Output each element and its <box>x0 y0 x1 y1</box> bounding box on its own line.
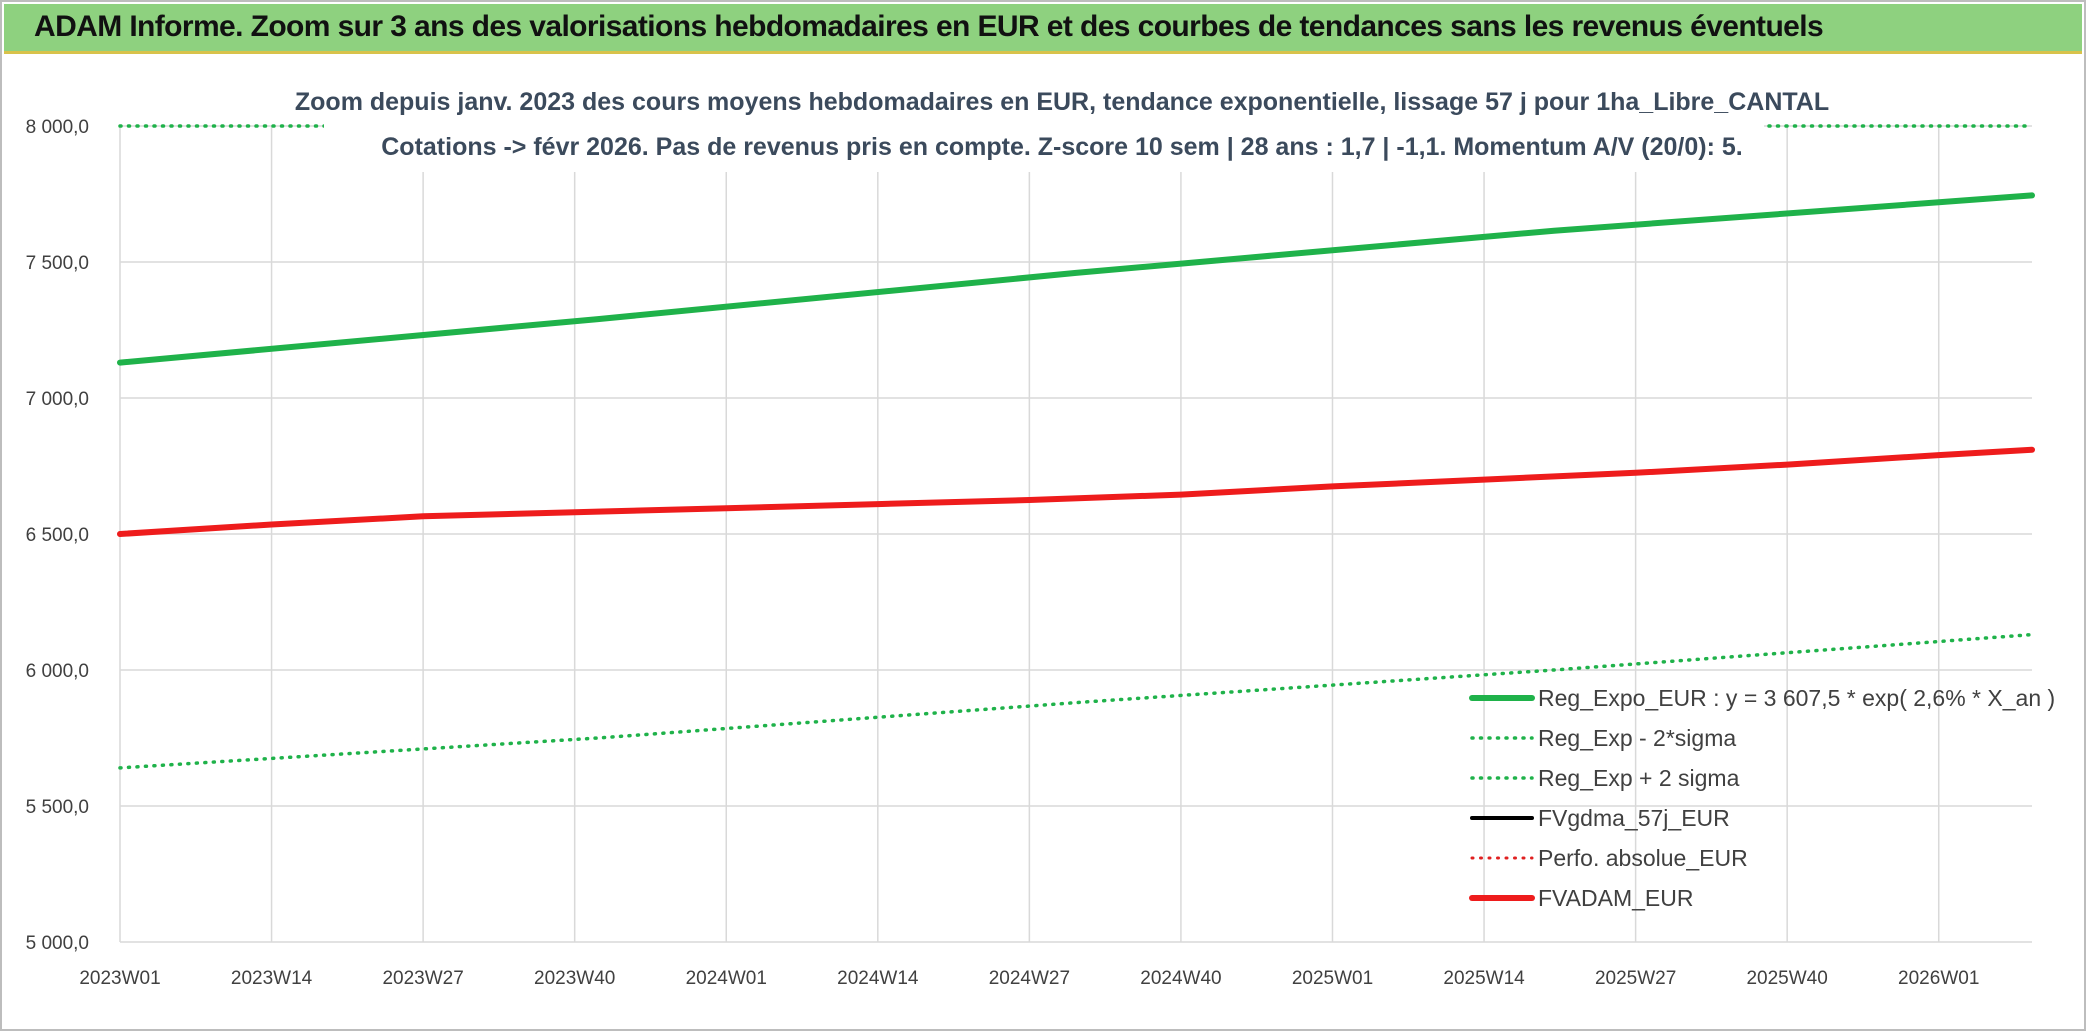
x-tick-label: 2023W40 <box>534 968 615 989</box>
x-tick-label: 2024W40 <box>1140 968 1221 989</box>
x-tick-label: 2023W14 <box>231 968 313 989</box>
chart-legend: Reg_Expo_EUR : y = 3 607,5 * exp( 2,6% *… <box>1469 685 2055 911</box>
x-tick-label: 2025W14 <box>1443 968 1525 989</box>
y-tick-label: 5 000,0 <box>26 933 89 954</box>
x-tick-label: 2025W40 <box>1746 968 1827 989</box>
x-tick-label: 2025W27 <box>1595 968 1676 989</box>
series-line-5 <box>117 446 2035 537</box>
x-tick-label: 2023W01 <box>79 968 160 989</box>
title-backdrop <box>324 80 1764 172</box>
x-tick-label: 2024W14 <box>837 968 919 989</box>
x-tick-label: 2024W27 <box>989 968 1070 989</box>
x-tick-label: 2026W01 <box>1898 968 1979 989</box>
legend-label-5: FVADAM_EUR <box>1538 885 1694 911</box>
legend-label-0: Reg_Expo_EUR : y = 3 607,5 * exp( 2,6% *… <box>1538 685 2055 711</box>
legend-label-2: Reg_Exp + 2 sigma <box>1538 765 1740 791</box>
series-line-0 <box>117 192 2035 366</box>
legend-label-4: Perfo. absolue_EUR <box>1538 845 1748 871</box>
x-tick-label: 2023W27 <box>382 968 463 989</box>
legend-label-1: Reg_Exp - 2*sigma <box>1538 725 1736 751</box>
y-tick-label: 7 500,0 <box>26 253 89 274</box>
chart-title-line-2: Cotations -> févr 2026. Pas de revenus p… <box>381 133 1742 161</box>
chart-title-line-1: Zoom depuis janv. 2023 des cours moyens … <box>295 88 1829 116</box>
y-tick-label: 5 500,0 <box>26 797 89 818</box>
x-axis-ticks: 2023W01 2023W14 2023W27 2023W40 2024W01 2024W… <box>79 968 1979 989</box>
y-tick-label: 6 500,0 <box>26 525 89 546</box>
y-tick-label: 6 000,0 <box>26 661 89 682</box>
series-layer <box>117 124 2035 770</box>
y-tick-label: 7 000,0 <box>26 389 89 410</box>
x-tick-label: 2025W01 <box>1292 968 1373 989</box>
y-axis-ticks: 8 000,0 7 500,0 7 000,0 6 500,0 6 000,0 5 500… <box>26 117 89 954</box>
x-tick-label: 2024W01 <box>686 968 767 989</box>
y-tick-label: 8 000,0 <box>26 117 89 138</box>
chart-grid <box>119 125 2032 943</box>
report-title: ADAM Informe. Zoom sur 3 ans des valoris… <box>34 10 1824 43</box>
title-background <box>324 80 1764 172</box>
legend-label-3: FVgdma_57j_EUR <box>1538 805 1730 831</box>
report-banner: ADAM Informe. Zoom sur 3 ans des valoris… <box>4 4 2082 54</box>
series-line-1 <box>118 632 2034 770</box>
